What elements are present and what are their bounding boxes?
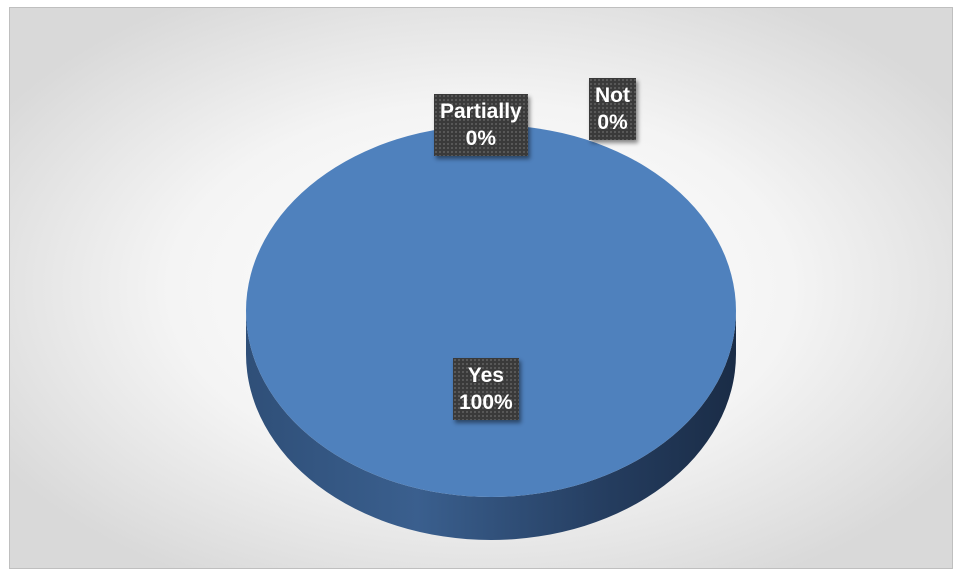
- data-label-not: Not 0%: [589, 78, 636, 140]
- chart-area: Partially 0% Not 0% Yes 100%: [9, 7, 953, 569]
- pie-slice-yes-side: [246, 311, 736, 540]
- data-label-yes-category: Yes: [467, 364, 504, 387]
- data-label-partially: Partially 0%: [434, 94, 528, 156]
- data-label-partially-category: Partially: [440, 100, 522, 123]
- data-label-partially-percent: 0%: [465, 127, 497, 150]
- data-label-not-category: Not: [595, 84, 630, 107]
- pie-slice-yes: [246, 125, 736, 497]
- pie-chart: [246, 125, 736, 540]
- data-label-yes-percent: 100%: [459, 391, 513, 414]
- data-label-yes: Yes 100%: [453, 358, 519, 420]
- data-label-not-percent: 0%: [597, 111, 628, 134]
